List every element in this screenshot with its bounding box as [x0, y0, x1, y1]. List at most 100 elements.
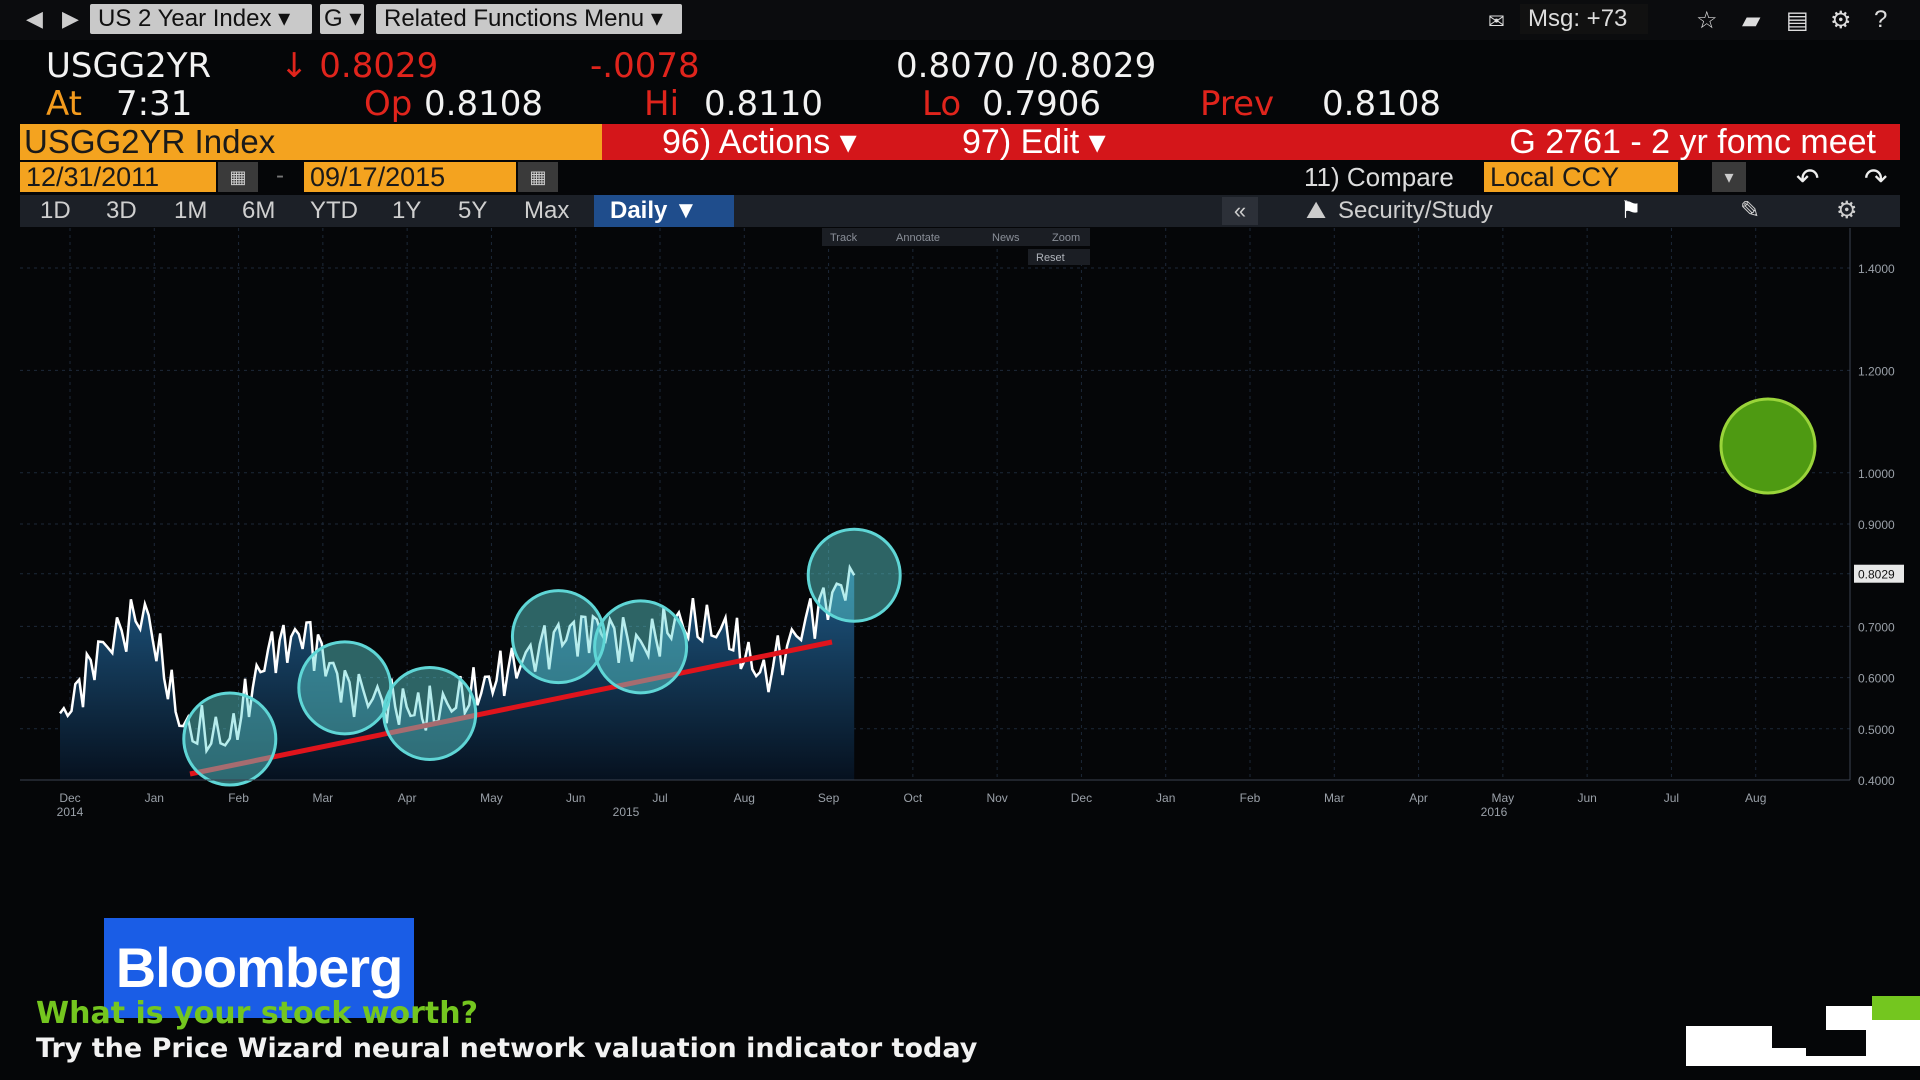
highlight-circle [182, 691, 278, 787]
related-functions-menu[interactable]: Related Functions Menu ▾ [376, 4, 682, 34]
x-month-label: Jun [1577, 791, 1596, 805]
bloomberg-logo: Bloomberg [104, 918, 414, 1018]
chart-mini-toolbar: Track Annotate News Zoom Reset [822, 228, 1090, 265]
y-tick-label: 1.4000 [1858, 262, 1895, 276]
edit-menu[interactable]: 97) Edit ▾ [962, 123, 1106, 161]
annotate-tool[interactable]: Annotate [896, 232, 940, 244]
period-3d[interactable]: 3D [106, 197, 137, 224]
x-year-label: 2014 [57, 805, 84, 819]
date-separator: - [276, 162, 284, 189]
ticker-subline: Try the Price Wizard neural network valu… [36, 1033, 978, 1064]
x-month-label: Jun [566, 791, 585, 805]
redo-icon[interactable]: ↷ [1864, 163, 1888, 194]
prev-label: Prev [1200, 84, 1275, 124]
undo-icon[interactable]: ↶ [1796, 163, 1820, 194]
period-5y[interactable]: 5Y [458, 197, 488, 224]
highlight-circle [510, 589, 606, 685]
security-dropdown[interactable]: US 2 Year Index ▾ [90, 4, 312, 34]
x-month-label: Apr [398, 791, 417, 805]
price-chart[interactable]: Track Annotate News Zoom Reset 1.4000 1.2… [0, 228, 1920, 828]
title-bar-red: 96) Actions ▾ 97) Edit ▾ G 2761 - 2 yr f… [602, 124, 1900, 160]
open-label: Op [364, 84, 413, 124]
edit-chart-icon[interactable]: ✎ [1740, 197, 1761, 224]
compare-button[interactable]: 11) Compare [1304, 162, 1454, 192]
y-tick-label: 0.6000 [1858, 672, 1895, 686]
start-date-field[interactable]: 12/31/2011 [20, 162, 216, 192]
gear-icon[interactable]: ⚙ [1830, 7, 1852, 34]
back-arrow-icon[interactable]: ◀ [26, 6, 43, 31]
x-month-label: Jul [652, 791, 667, 805]
period-1y[interactable]: 1Y [392, 197, 422, 224]
y-tick-label: 1.2000 [1858, 364, 1895, 378]
help-icon[interactable]: ? [1874, 6, 1888, 33]
x-month-label: Mar [313, 791, 334, 805]
x-month-label: Dec [59, 791, 80, 805]
open-value: 0.8108 [424, 84, 543, 124]
time-label: At [46, 84, 82, 124]
end-date-field[interactable]: 09/17/2015 [304, 162, 516, 192]
y-tick-label: 0.9000 [1858, 518, 1895, 532]
last-price: ↓ 0.8029 [280, 46, 439, 86]
x-year-label: 2016 [1481, 805, 1508, 819]
highlight-circles [182, 527, 902, 787]
high-label: Hi [644, 84, 680, 124]
highlight-circle [382, 665, 478, 761]
last-value-marker [1854, 564, 1904, 583]
low-value: 0.7906 [982, 84, 1101, 124]
settings-gear-icon[interactable]: ⚙ [1836, 197, 1858, 224]
period-6m[interactable]: 6M [242, 197, 276, 224]
time-value: 7:31 [116, 84, 193, 124]
high-value: 0.8110 [704, 84, 823, 124]
y-axis: 1.4000 1.2000 1.0000 0.9000 0.8029 0.7000 0.60… [1849, 228, 1904, 788]
track-tool[interactable]: Track [830, 232, 858, 244]
x-month-label: May [480, 791, 503, 805]
title-bar: USGG2YR Index 96) Actions ▾ 97) Edit ▾ G… [20, 124, 1900, 160]
y-tick-label: 0.8029 [1858, 568, 1895, 582]
ticker-symbol: USGG2YR [46, 46, 212, 86]
highlight-circle [593, 599, 689, 695]
message-count[interactable]: Msg: +73 [1520, 4, 1648, 34]
currency-dropdown[interactable]: Local CCY [1484, 162, 1678, 192]
reset-button[interactable]: Reset [1036, 252, 1065, 264]
x-month-label: Sep [818, 791, 840, 805]
period-max[interactable]: Max [524, 197, 570, 224]
x-month-label: Mar [1324, 791, 1345, 805]
star-icon[interactable]: ☆ [1696, 7, 1718, 34]
mail-icon[interactable]: ✉ [1488, 11, 1505, 33]
actions-menu[interactable]: 96) Actions ▾ [662, 123, 857, 161]
security-study-button[interactable]: Security/Study [1338, 197, 1493, 224]
x-month-label: Nov [986, 791, 1007, 805]
chart-name: G 2761 - 2 yr fomc meet [1509, 123, 1876, 161]
period-1d[interactable]: 1D [40, 197, 71, 224]
x-axis: Dec Jan Feb Mar Apr May Jun Jul Aug Sep Oct Nov Dec J… [20, 779, 1850, 819]
calendar-icon[interactable]: ▦ [518, 162, 558, 192]
highlight-circle [297, 640, 393, 736]
ticker-headline: What is your stock worth? [36, 996, 479, 1031]
flag-icon[interactable]: ⚑ [1620, 197, 1642, 224]
chart-grid [20, 228, 1850, 781]
network-logo [1686, 996, 1920, 1066]
chevron-down-icon[interactable]: ▾ [1712, 162, 1746, 192]
forward-arrow-icon[interactable]: ▶ [62, 6, 79, 31]
date-range-row: 12/31/2011 ▦ - 09/17/2015 ▦ 11) Compare … [20, 162, 1900, 194]
zoom-tool[interactable]: Zoom [1052, 232, 1080, 244]
news-tool[interactable]: News [992, 232, 1020, 244]
prev-value: 0.8108 [1322, 84, 1441, 124]
x-month-label: Dec [1071, 791, 1092, 805]
y-tick-label: 0.4000 [1858, 774, 1895, 788]
folder-icon[interactable]: ▰ [1742, 7, 1761, 34]
period-row: 1D 3D 1M 6M YTD 1Y 5Y Max Daily ▼ « ⛰ Se… [20, 195, 1900, 227]
x-month-label: Jan [145, 791, 164, 805]
x-month-label: Jan [1156, 791, 1175, 805]
period-ytd[interactable]: YTD [310, 197, 358, 224]
period-1m[interactable]: 1M [174, 197, 208, 224]
clipboard-icon[interactable]: ▤ [1786, 7, 1809, 34]
frequency-dropdown[interactable]: Daily ▼ [594, 195, 734, 227]
calendar-icon[interactable]: ▦ [218, 162, 258, 192]
g-dropdown[interactable]: G ▾ [320, 4, 364, 34]
price-line [58, 563, 856, 755]
security-study-icon: ⛰ [1306, 197, 1327, 224]
x-month-label: Oct [904, 791, 923, 805]
x-month-label: May [1492, 791, 1515, 805]
collapse-button[interactable]: « [1222, 197, 1258, 225]
